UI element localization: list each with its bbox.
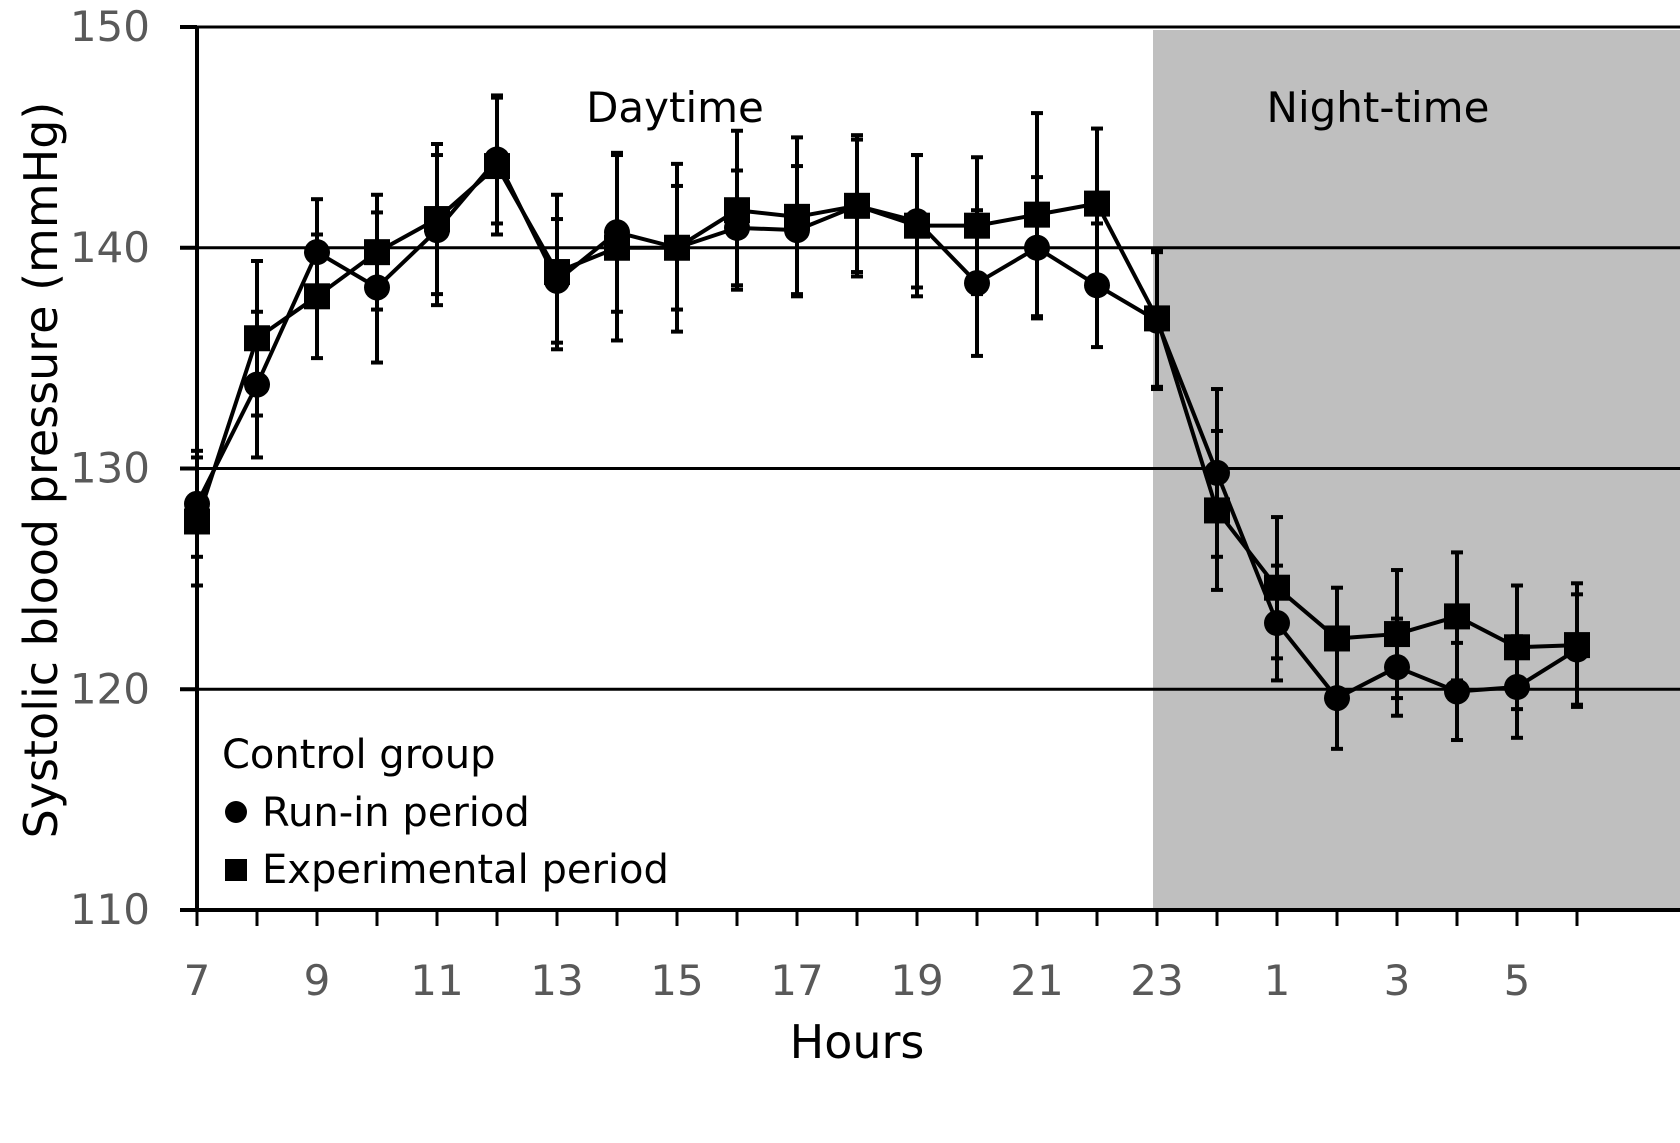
- x-tick-label-17: 17: [770, 956, 823, 1005]
- data-point-square: [964, 212, 990, 239]
- y-tick-label-130: 130: [70, 444, 150, 493]
- data-point-square: [784, 203, 810, 230]
- y-tick-label-110: 110: [70, 885, 150, 934]
- legend: Control group Run-in period Experimental…: [222, 732, 669, 893]
- data-point-square: [1444, 603, 1470, 630]
- x-tick-label-15: 15: [650, 956, 703, 1005]
- data-point-square: [304, 283, 330, 310]
- legend-title: Control group: [222, 732, 495, 778]
- data-point-square: [1084, 190, 1110, 217]
- x-axis-title: Hours: [790, 1015, 925, 1069]
- data-series: [184, 93, 1590, 751]
- night-time-label: Night-time: [1267, 83, 1490, 132]
- y-tick-label-140: 140: [70, 223, 150, 272]
- series-experimental: [184, 95, 1590, 712]
- data-point-square: [244, 325, 270, 352]
- daytime-label: Daytime: [586, 83, 764, 132]
- x-tick-label-19: 19: [890, 956, 943, 1005]
- data-point-circle: [1324, 685, 1350, 712]
- x-tick-label-9: 9: [304, 956, 331, 1005]
- data-point-square: [424, 206, 450, 233]
- data-point-circle: [1084, 272, 1110, 299]
- x-tick-label-7: 7: [184, 956, 211, 1005]
- x-tick-label-21: 21: [1010, 956, 1063, 1005]
- data-point-square: [1204, 497, 1230, 524]
- x-tick-label-11: 11: [410, 956, 463, 1005]
- legend-circle-marker: [225, 801, 247, 823]
- data-point-square: [484, 153, 510, 180]
- gridlines: [197, 246, 1680, 691]
- data-point-square: [904, 212, 930, 239]
- x-tick-label-3: 3: [1384, 956, 1411, 1005]
- data-point-square: [664, 234, 690, 261]
- data-point-square: [604, 234, 630, 261]
- data-point-square: [1384, 621, 1410, 648]
- data-point-square: [1324, 625, 1350, 652]
- data-point-square: [184, 508, 210, 535]
- data-point-square: [1144, 305, 1170, 332]
- x-tick-label-1: 1: [1264, 956, 1291, 1005]
- y-tick-label-120: 120: [70, 664, 150, 713]
- data-point-square: [364, 239, 390, 266]
- data-point-square: [1264, 574, 1290, 601]
- y-axis-title: Systolic blood pressure (mmHg): [14, 102, 68, 839]
- data-point-square: [1564, 632, 1590, 659]
- data-point-circle: [1444, 678, 1470, 705]
- legend-entry-run-in: Run-in period: [262, 790, 530, 836]
- data-point-square: [1504, 634, 1530, 661]
- data-point-square: [544, 259, 570, 286]
- legend-square-marker: [225, 859, 247, 881]
- data-point-square: [724, 197, 750, 224]
- x-tick-label-23: 23: [1130, 956, 1183, 1005]
- y-tick-label-150: 150: [70, 2, 150, 51]
- y-axis-ticks: 110 120 130 140 150: [70, 2, 197, 934]
- x-axis-ticks: 7 9 11 13 15 17 19 21 23 1 3 5: [184, 910, 1579, 1005]
- legend-entry-experimental: Experimental period: [262, 847, 669, 893]
- x-tick-label-5: 5: [1504, 956, 1531, 1005]
- x-tick-label-13: 13: [530, 956, 583, 1005]
- data-point-square: [844, 192, 870, 219]
- data-point-square: [1024, 201, 1050, 228]
